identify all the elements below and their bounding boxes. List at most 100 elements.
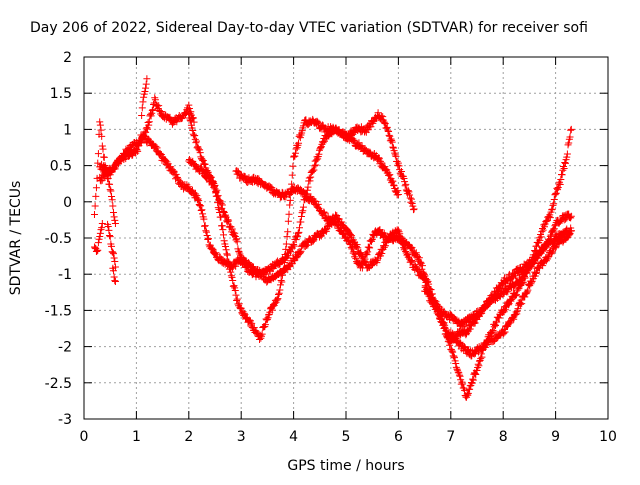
data-point <box>282 240 290 248</box>
data-point <box>381 165 389 173</box>
data-point <box>285 210 293 218</box>
data-point <box>261 321 269 329</box>
data-point <box>396 230 404 238</box>
data-point <box>406 191 414 199</box>
data-point <box>355 139 363 147</box>
data-point <box>357 249 365 257</box>
data-point <box>386 171 394 179</box>
data-point <box>383 123 391 131</box>
data-point <box>423 287 431 295</box>
data-point <box>556 181 564 189</box>
data-point <box>523 288 531 296</box>
data-point <box>545 213 553 221</box>
data-point <box>561 159 569 167</box>
series-track-2 <box>90 220 106 255</box>
data-point <box>410 205 418 213</box>
data-point <box>241 311 249 319</box>
data-point <box>304 183 312 191</box>
data-point <box>277 277 285 285</box>
data-point <box>567 214 575 222</box>
y-tick-label: -2.5 <box>45 376 72 392</box>
data-point <box>436 313 444 321</box>
data-point <box>552 244 560 252</box>
data-point <box>389 181 397 189</box>
data-point <box>373 256 381 264</box>
data-point <box>381 120 389 128</box>
data-point <box>491 291 499 299</box>
data-point <box>474 360 482 368</box>
data-point <box>335 222 343 230</box>
data-point <box>383 166 391 174</box>
data-point <box>378 159 386 167</box>
data-point <box>389 177 397 185</box>
data-point <box>478 309 486 317</box>
data-point <box>185 110 193 118</box>
data-point <box>536 236 544 244</box>
data-point <box>301 189 309 197</box>
data-point <box>408 195 415 203</box>
data-point <box>268 306 276 314</box>
data-point <box>192 139 200 147</box>
y-tick-label: 0.5 <box>50 159 72 175</box>
data-point <box>138 112 146 120</box>
data-point <box>513 310 521 318</box>
x-tick-label: 5 <box>342 429 351 445</box>
x-tick-label: 6 <box>394 429 403 445</box>
data-point <box>229 264 237 272</box>
data-point <box>106 186 114 194</box>
data-point <box>292 236 300 244</box>
data-point <box>354 244 362 252</box>
data-point <box>483 341 491 349</box>
data-point <box>567 227 575 235</box>
data-point <box>341 130 349 138</box>
data-point <box>302 116 310 124</box>
data-point <box>228 225 236 233</box>
data-point <box>290 241 298 249</box>
data-point <box>370 232 378 240</box>
data-point <box>140 93 148 101</box>
data-point <box>450 354 458 362</box>
data-point <box>368 237 376 245</box>
data-point <box>552 189 560 197</box>
data-point <box>387 135 395 143</box>
data-point <box>111 220 119 228</box>
data-point <box>477 355 485 363</box>
data-point <box>201 222 209 230</box>
data-point <box>96 229 104 237</box>
data-point <box>111 216 119 224</box>
data-point <box>392 152 400 160</box>
data-point <box>315 150 323 158</box>
data-point <box>106 231 114 239</box>
data-point <box>550 225 558 233</box>
data-point <box>294 232 302 240</box>
data-point <box>466 325 474 333</box>
data-point <box>283 253 291 261</box>
data-point <box>284 228 292 236</box>
data-point <box>388 138 396 146</box>
data-point <box>394 226 402 234</box>
x-tick-label: 3 <box>237 429 246 445</box>
data-point <box>408 244 416 252</box>
data-point <box>352 255 360 263</box>
data-point <box>560 164 568 172</box>
data-point <box>193 137 201 145</box>
data-point <box>454 368 462 376</box>
data-point <box>380 118 388 126</box>
data-point <box>94 246 102 254</box>
data-point <box>495 314 503 322</box>
data-point <box>296 248 304 256</box>
data-point <box>453 365 461 373</box>
data-point <box>295 139 303 147</box>
data-point <box>524 286 532 294</box>
data-point <box>460 343 468 351</box>
data-point <box>548 249 556 257</box>
data-point <box>361 255 369 263</box>
data-point <box>191 132 199 140</box>
data-point <box>199 210 207 218</box>
x-axis-label: GPS time / hours <box>287 458 404 474</box>
data-point <box>532 269 540 277</box>
y-tick-label: -3 <box>58 412 72 428</box>
data-point <box>567 126 575 134</box>
data-point <box>202 228 210 236</box>
